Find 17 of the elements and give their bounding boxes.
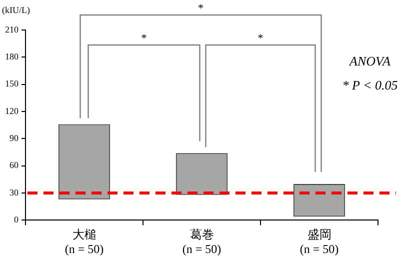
annotation: * P < 0.05 (342, 77, 398, 92)
y-axis-title: (kIU/L) (2, 4, 30, 15)
y-tick-label: 180 (5, 52, 19, 62)
y-tick-label: 0 (14, 214, 19, 225)
y-tick-label: 60 (10, 160, 19, 170)
annotation: * (258, 32, 264, 44)
y-tick-label: 210 (5, 24, 19, 34)
y-tick-label: 120 (5, 106, 19, 116)
x-tick-label: 葛巻 (n = 50) (182, 228, 222, 256)
y-tick-label: 150 (5, 78, 19, 89)
y-tick-label: 30 (10, 187, 19, 198)
x-tick-label: 盛岡 (n = 50) (300, 228, 339, 256)
text: * (198, 2, 204, 14)
y-tick-label: 90 (10, 133, 19, 144)
annotation: ANOVA (348, 53, 391, 68)
annotation: * (141, 32, 147, 44)
x-tick-label: 大槌 (n = 50) (64, 228, 104, 256)
